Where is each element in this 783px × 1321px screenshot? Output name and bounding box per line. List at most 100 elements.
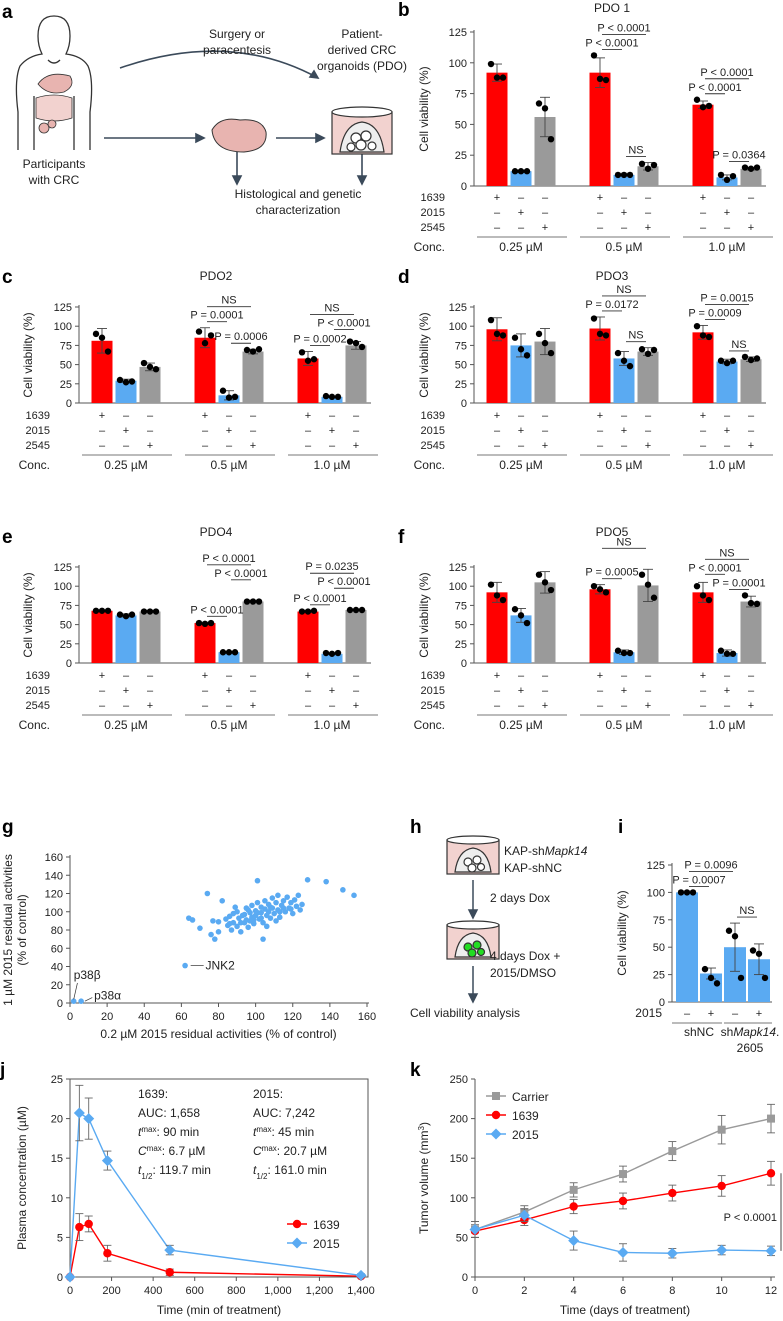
treatment-sign: – xyxy=(597,207,604,219)
treatment-sign: – xyxy=(305,425,312,437)
data-point xyxy=(753,164,761,171)
treatment-sign: + xyxy=(202,670,208,682)
sh-text: sh xyxy=(721,1025,734,1039)
data-point xyxy=(207,332,215,339)
human-body-icon xyxy=(15,15,93,150)
bar-2015 xyxy=(115,615,137,663)
data-point xyxy=(699,103,707,111)
bar-1639 xyxy=(589,72,611,186)
stats-thalf: t1/2: 119.7 min xyxy=(138,1163,211,1181)
marker-circle xyxy=(618,1196,628,1206)
significance-label: P = 0.0364 xyxy=(712,150,765,162)
data-point xyxy=(723,650,731,657)
scatter-point xyxy=(232,904,239,910)
scatter-point xyxy=(280,905,287,911)
data-point xyxy=(98,607,106,614)
y-axis-label: Cell viability (%) xyxy=(417,572,431,657)
conc-label: Conc. xyxy=(414,718,445,732)
data-point xyxy=(717,171,725,179)
y-tick-label: 100 xyxy=(647,887,665,899)
treatment-sign: – xyxy=(542,685,549,697)
scatter-point xyxy=(245,924,251,931)
treatment-sign: – xyxy=(494,425,501,437)
data-point xyxy=(201,620,209,628)
marker-square xyxy=(668,1147,677,1156)
treatment-sign: – xyxy=(621,410,628,422)
data-point xyxy=(219,649,227,656)
compound-label: 2545 xyxy=(421,700,445,712)
treatment-sign: – xyxy=(542,192,549,204)
stat-value: : 20.7 µM xyxy=(277,1144,327,1158)
scatter-point xyxy=(271,910,277,917)
significance-label: P < 0.0001 xyxy=(190,604,243,616)
treatment-sign: – xyxy=(621,700,628,712)
series-line-2015 xyxy=(69,1111,362,1278)
y-tick-label: 20 xyxy=(51,1114,63,1126)
bar-1639 xyxy=(589,589,611,663)
data-point xyxy=(499,332,507,339)
step2-label-2: 2015/DMSO xyxy=(490,966,556,980)
dish-after-icon xyxy=(446,920,500,960)
scatter-point xyxy=(273,918,279,924)
treatment-sign: – xyxy=(518,410,525,422)
data-point xyxy=(729,172,737,180)
bar-2545 xyxy=(637,351,659,403)
marker-circle xyxy=(668,1188,677,1198)
treatment-sign: – xyxy=(748,207,755,219)
treatment-sign: – xyxy=(202,685,209,697)
significance-label: NS xyxy=(324,303,339,315)
x-tick-label: 160 xyxy=(358,1011,376,1023)
concentration-label: 1.0 µM xyxy=(314,458,351,472)
bar-2545 xyxy=(139,366,161,403)
treatment-sign: – xyxy=(732,1008,739,1020)
treatment-sign: + xyxy=(724,685,730,697)
x-tick-label: 120 xyxy=(284,1011,302,1023)
stat-index: max xyxy=(141,1125,156,1134)
surgery-label-1: Surgery or xyxy=(209,27,265,41)
panel-letter-h: h xyxy=(410,817,422,838)
data-point xyxy=(128,378,136,385)
x-tick-label: 800 xyxy=(227,1285,245,1297)
data-point xyxy=(590,52,598,59)
bar-2545 xyxy=(740,601,762,663)
stat-value: : 161.0 min xyxy=(267,1163,326,1177)
treatment-sign: – xyxy=(226,700,233,712)
treatment-sign: – xyxy=(494,207,501,219)
scatter-point xyxy=(276,914,283,921)
panel-f: f PDO5 Cell viability (%) 0 25 50 75 100 125 + – – –… xyxy=(398,525,773,732)
data-point xyxy=(638,571,646,578)
bar-1639 xyxy=(692,592,714,663)
scatter-point xyxy=(211,936,218,942)
data-point xyxy=(638,160,646,168)
data-point xyxy=(596,586,604,593)
bar-2015 xyxy=(218,652,240,663)
panel-letter-a: a xyxy=(2,2,13,23)
stat-index: max xyxy=(262,1144,277,1153)
treatment-sign: – xyxy=(542,425,549,437)
stats-tmax: tmax: 90 min xyxy=(138,1125,199,1140)
label-leader xyxy=(73,982,78,1000)
participants-label-1: Participants xyxy=(23,157,86,171)
data-point xyxy=(523,619,531,627)
data-point xyxy=(614,349,622,357)
stat-value: : 119.7 min xyxy=(152,1163,210,1177)
treatment-sign: + xyxy=(708,1008,714,1020)
significance-label: P = 0.0235 xyxy=(305,561,358,573)
marker-diamond xyxy=(469,1223,481,1235)
treatment-sign: – xyxy=(724,440,731,452)
flow-arrows xyxy=(104,50,368,186)
treatment-sign: – xyxy=(250,670,257,682)
scatter-point xyxy=(297,907,303,913)
scatter-point xyxy=(260,936,266,942)
pdo-label-1: Patient- xyxy=(341,27,382,41)
treatment-sign: – xyxy=(123,670,130,682)
data-point xyxy=(195,328,203,335)
x-tick-label: 80 xyxy=(212,1011,224,1023)
stats-header: 2015: xyxy=(253,1087,283,1101)
y-tick-label: 0 xyxy=(57,998,63,1010)
treatment-sign: – xyxy=(494,700,501,712)
treatment-sign: – xyxy=(597,425,604,437)
organs-icon xyxy=(35,73,73,134)
treatment-sign: – xyxy=(305,440,312,452)
concentration-label: 0.25 µM xyxy=(104,458,148,472)
